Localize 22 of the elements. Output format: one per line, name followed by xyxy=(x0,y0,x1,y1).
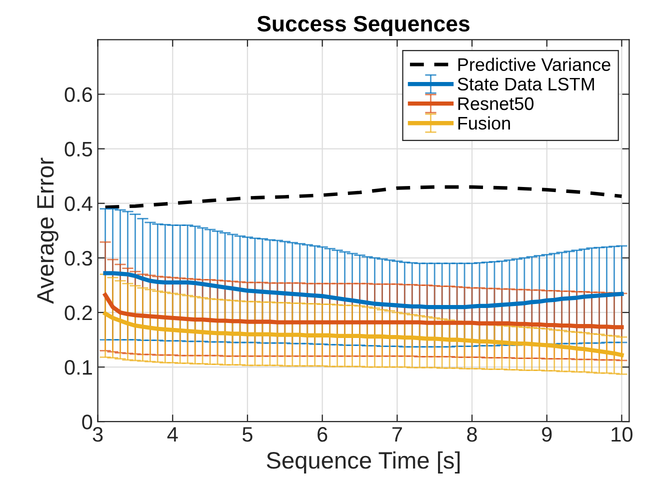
legend-label: Resnet50 xyxy=(458,97,534,110)
y-tick-label: 0.6 xyxy=(64,87,92,102)
x-tick-label: 8 xyxy=(467,427,477,442)
x-tick-label: 5 xyxy=(242,427,252,442)
y-axis-title: Average Error xyxy=(37,158,58,304)
legend-label: Fusion xyxy=(458,116,510,130)
x-tick-label: 7 xyxy=(392,427,402,442)
x-tick-label: 6 xyxy=(318,427,328,442)
x-tick-label: 4 xyxy=(167,427,178,442)
x-tick-label: 3 xyxy=(92,427,103,442)
y-tick-label: 0.1 xyxy=(64,360,92,375)
x-tick-label: 10 xyxy=(612,427,632,442)
y-tick-label: 0.3 xyxy=(64,250,92,266)
y-tick-label: 0.4 xyxy=(64,196,92,212)
legend-label: State Data LSTM xyxy=(458,78,594,91)
y-tick-label: 0.5 xyxy=(64,142,92,157)
y-tick-label: 0.2 xyxy=(64,305,92,320)
y-tick-label: 0 xyxy=(82,414,92,430)
x-tick-label: 9 xyxy=(542,427,552,442)
x-axis-title: Sequence Time [s] xyxy=(266,451,460,474)
chart-title: Success Sequences xyxy=(257,16,470,36)
legend-label: Predictive Variance xyxy=(458,58,610,71)
